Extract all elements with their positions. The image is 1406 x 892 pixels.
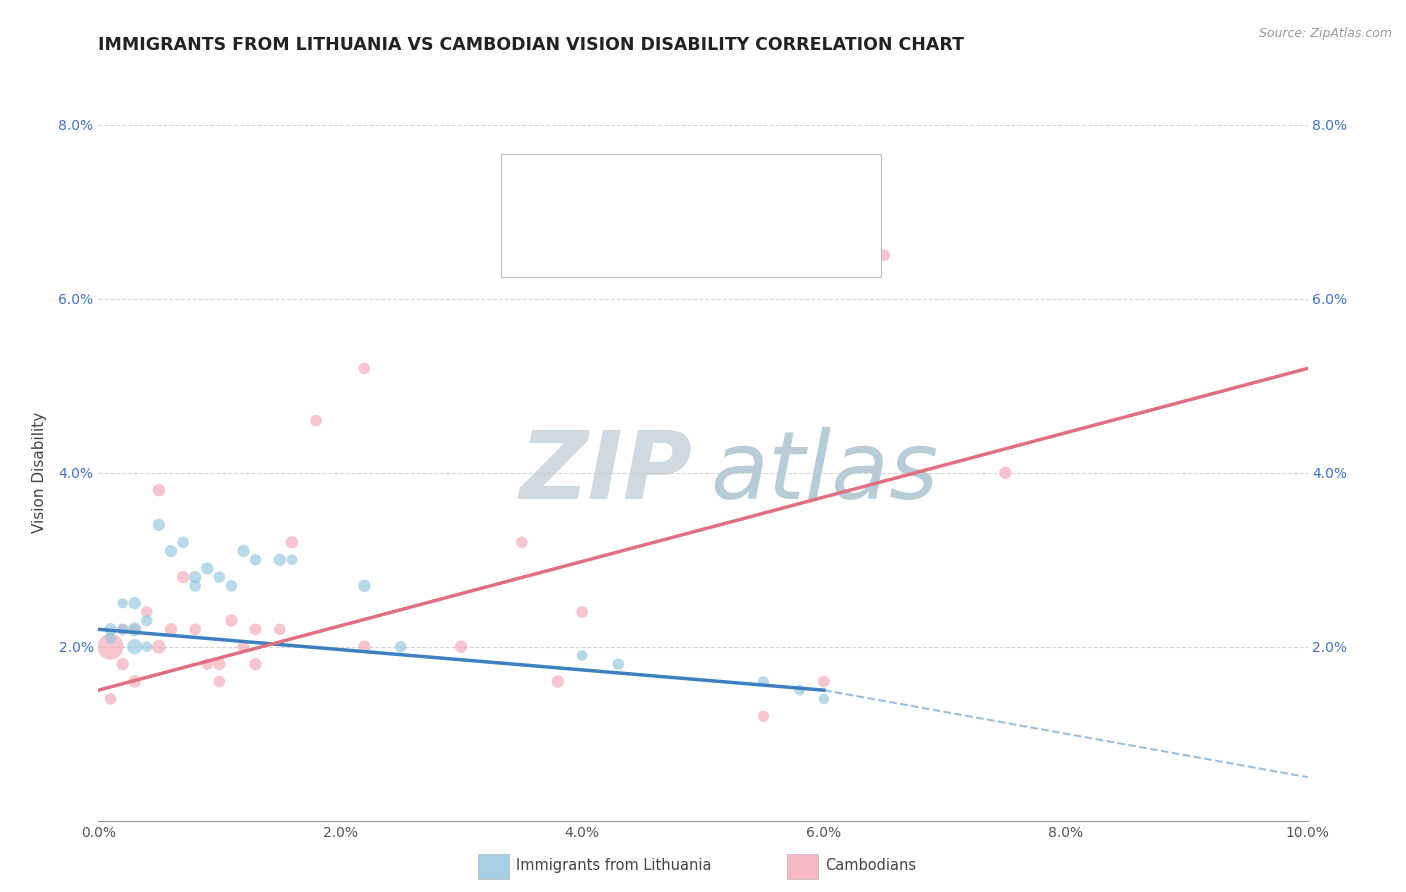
Text: atlas: atlas — [710, 427, 938, 518]
Point — [389, 640, 412, 654]
Point — [450, 640, 472, 654]
Point — [353, 579, 375, 593]
Text: N =: N = — [776, 238, 808, 253]
FancyBboxPatch shape — [520, 219, 606, 263]
Point — [353, 640, 375, 654]
Point — [184, 570, 207, 584]
Point — [510, 535, 533, 549]
Point — [184, 579, 207, 593]
Point — [571, 648, 593, 663]
Point — [111, 596, 134, 610]
Point — [813, 248, 835, 262]
Point — [752, 709, 775, 723]
Text: IMMIGRANTS FROM LITHUANIA VS CAMBODIAN VISION DISABILITY CORRELATION CHART: IMMIGRANTS FROM LITHUANIA VS CAMBODIAN V… — [98, 36, 965, 54]
Text: 28: 28 — [830, 183, 851, 198]
Point — [281, 535, 304, 549]
Point — [994, 466, 1017, 480]
Text: Immigrants from Lithuania: Immigrants from Lithuania — [516, 858, 711, 872]
Point — [789, 683, 811, 698]
Point — [232, 544, 254, 558]
Point — [245, 552, 267, 567]
Point — [245, 657, 267, 671]
Point — [873, 248, 896, 262]
Point — [547, 674, 569, 689]
Text: -0.405: -0.405 — [699, 183, 751, 198]
Point — [148, 640, 170, 654]
Point — [124, 596, 146, 610]
Point — [245, 623, 267, 637]
Point — [100, 623, 122, 637]
Point — [195, 561, 218, 575]
Point — [813, 674, 835, 689]
Point — [111, 623, 134, 637]
Text: Cambodians: Cambodians — [825, 858, 917, 872]
Point — [813, 692, 835, 706]
Point — [232, 640, 254, 654]
Point — [148, 483, 170, 498]
Point — [353, 361, 375, 376]
FancyBboxPatch shape — [520, 164, 606, 208]
Point — [124, 674, 146, 689]
Point — [100, 631, 122, 645]
FancyBboxPatch shape — [502, 154, 880, 277]
Point — [172, 535, 194, 549]
Point — [160, 623, 183, 637]
Point — [124, 640, 146, 654]
Point — [184, 623, 207, 637]
Point — [100, 640, 122, 654]
Point — [571, 605, 593, 619]
Point — [208, 674, 231, 689]
Point — [135, 640, 157, 654]
Text: R =: R = — [628, 238, 661, 253]
Text: 0.440: 0.440 — [699, 238, 751, 253]
Text: R =: R = — [628, 183, 661, 198]
Text: 33: 33 — [830, 238, 851, 253]
Text: N =: N = — [776, 183, 808, 198]
Point — [752, 674, 775, 689]
Point — [124, 623, 146, 637]
Text: ZIP: ZIP — [520, 426, 693, 519]
Y-axis label: Vision Disability: Vision Disability — [32, 412, 48, 533]
Point — [135, 614, 157, 628]
Point — [111, 657, 134, 671]
Point — [208, 657, 231, 671]
Point — [607, 657, 630, 671]
Point — [195, 657, 218, 671]
Point — [100, 692, 122, 706]
Point — [305, 414, 328, 428]
Point — [281, 552, 304, 567]
Point — [221, 614, 243, 628]
Text: Source: ZipAtlas.com: Source: ZipAtlas.com — [1258, 27, 1392, 40]
Point — [269, 552, 291, 567]
Point — [148, 517, 170, 532]
Point — [172, 570, 194, 584]
Point — [269, 623, 291, 637]
Point — [111, 623, 134, 637]
Point — [135, 605, 157, 619]
Point — [160, 544, 183, 558]
Point — [208, 570, 231, 584]
Point — [221, 579, 243, 593]
Point — [124, 623, 146, 637]
